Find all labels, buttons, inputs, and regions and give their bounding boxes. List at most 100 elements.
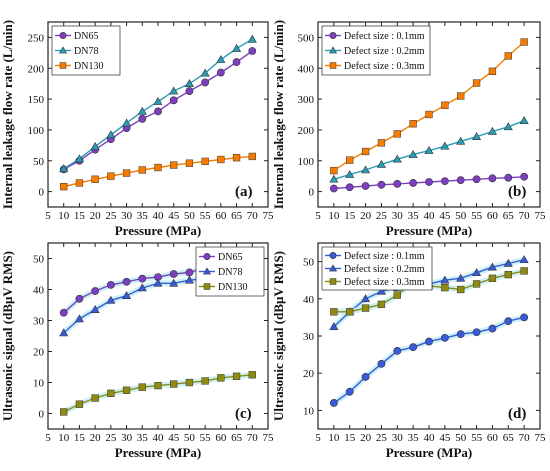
- data-point: [457, 285, 465, 294]
- data-point: [393, 291, 401, 299]
- chart-panel-4: 5 10 15 20 25 30 35 40 45 50 55 60 65 70 751020304050P…: [271, 242, 546, 460]
- data-point: [90, 305, 100, 313]
- data-point: [424, 145, 434, 154]
- x-tick-label: 40: [424, 432, 436, 444]
- x-tick-label: 65: [231, 210, 243, 222]
- data-point: [520, 313, 529, 322]
- data-point: [488, 274, 497, 282]
- x-tick-label: 55: [471, 210, 483, 222]
- data-point: [503, 258, 513, 267]
- data-point: [440, 333, 449, 342]
- data-point: [519, 255, 529, 264]
- data-point: [137, 283, 147, 292]
- x-tick-label: 30: [392, 432, 404, 444]
- x-tick-label: 15: [74, 210, 86, 222]
- y-tick-label: 0: [309, 187, 315, 199]
- data-point: [60, 183, 68, 191]
- data-point: [169, 96, 178, 105]
- data-point: [232, 372, 241, 380]
- x-tick-label: 75: [535, 210, 547, 222]
- legend-label: DN130: [74, 61, 103, 72]
- data-point: [329, 322, 339, 331]
- legend-label: DN78: [218, 267, 242, 278]
- legend-marker: [58, 46, 68, 54]
- legend-label: DN130: [218, 282, 247, 293]
- y-tick-label: 40: [303, 294, 315, 306]
- x-tick-label: 20: [360, 210, 372, 222]
- data-point: [184, 79, 194, 87]
- x-tick-label: 20: [90, 432, 102, 444]
- x-tick-label: 10: [328, 210, 340, 222]
- y-axis-label: Internal leakage flow rate (L/min): [271, 20, 286, 209]
- data-point: [170, 380, 178, 388]
- x-axis-label: Pressure (MPa): [115, 223, 202, 238]
- y-tick-label: 500: [298, 32, 315, 44]
- legend-marker: [329, 62, 337, 69]
- y-tick-label: 20: [33, 347, 45, 359]
- x-axis-label: Pressure (MPa): [386, 223, 473, 238]
- x-tick-label: 15: [344, 432, 356, 444]
- data-point: [90, 141, 100, 150]
- data-point: [425, 110, 433, 119]
- data-point: [122, 118, 132, 127]
- data-point: [122, 291, 132, 300]
- y-tick-label: 150: [28, 94, 45, 106]
- data-point: [216, 55, 226, 63]
- data-point: [520, 38, 528, 46]
- data-point: [392, 154, 402, 163]
- y-tick-label: 200: [298, 125, 315, 137]
- data-point: [107, 172, 115, 180]
- data-point: [441, 283, 449, 292]
- legend-label: Defect size : 0.3mm: [344, 277, 425, 288]
- data-point: [472, 132, 482, 140]
- x-tick-label: 65: [503, 432, 515, 444]
- data-point: [75, 294, 84, 303]
- panel-label: (a): [235, 184, 253, 200]
- x-tick-label: 25: [105, 210, 117, 222]
- data-point: [472, 175, 481, 184]
- legend-marker: [329, 278, 337, 285]
- legend-marker: [328, 46, 338, 54]
- data-point: [247, 34, 257, 43]
- data-point: [75, 179, 84, 187]
- x-tick-label: 60: [215, 432, 227, 444]
- y-axis-label: Ultrasonic signal (dBμV RMS): [0, 251, 15, 421]
- data-point: [409, 120, 417, 128]
- data-point: [408, 149, 418, 158]
- data-point: [59, 308, 68, 317]
- x-tick-label: 25: [105, 432, 117, 444]
- data-point: [169, 86, 179, 95]
- data-point: [60, 408, 68, 416]
- data-point: [153, 278, 163, 287]
- data-point: [106, 130, 116, 139]
- data-point: [185, 268, 194, 277]
- x-tick-label: 45: [439, 432, 451, 444]
- x-tick-label: 45: [439, 210, 451, 222]
- legend-label: Defect size : 0.2mm: [344, 46, 425, 57]
- data-point: [232, 154, 241, 162]
- x-tick-label: 55: [200, 432, 212, 444]
- data-point: [248, 47, 257, 55]
- data-point: [456, 273, 466, 282]
- data-point: [137, 106, 147, 115]
- data-point: [376, 159, 386, 168]
- chart-panel-2: 5 10 15 20 25 30 35 40 45 50 55 60 65 70 75 0 100 200 300 4…: [271, 20, 546, 238]
- data-point: [91, 394, 99, 402]
- data-point: [440, 275, 450, 284]
- legend-label: Defect size : 0.2mm: [344, 264, 425, 275]
- data-point: [504, 173, 513, 182]
- data-point: [409, 179, 418, 187]
- data-point: [91, 175, 99, 183]
- data-point: [393, 346, 402, 355]
- x-tick-label: 40: [153, 432, 165, 444]
- x-tick-label: 50: [184, 432, 196, 444]
- legend-label: DN65: [218, 252, 242, 263]
- x-tick-label: 65: [231, 432, 243, 444]
- data-point: [138, 114, 147, 123]
- y-tick-label: 10: [33, 378, 45, 390]
- data-point: [122, 277, 131, 286]
- data-point: [74, 154, 84, 163]
- x-tick-label: 70: [247, 432, 259, 444]
- data-point: [185, 87, 194, 95]
- legend-label: DN78: [74, 46, 98, 57]
